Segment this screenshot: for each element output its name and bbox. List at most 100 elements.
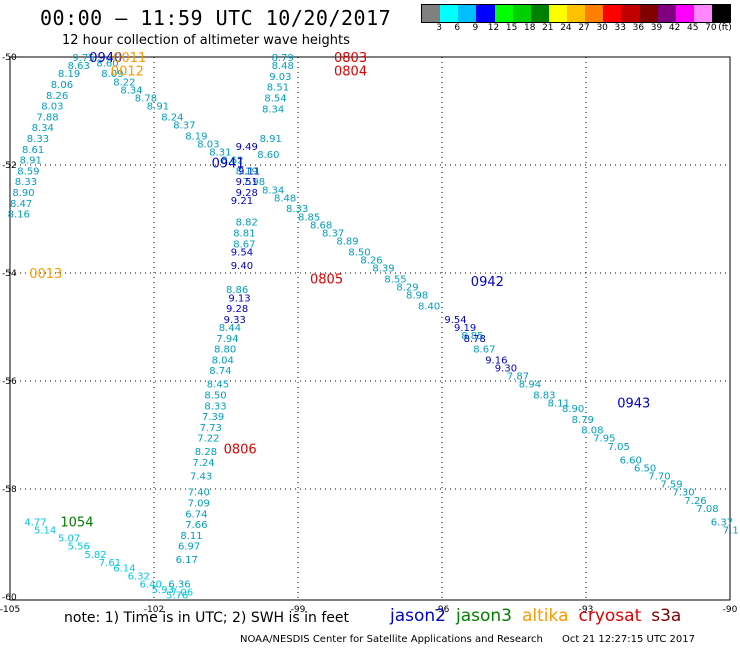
swh-value: 8.61 [22, 145, 44, 156]
scale-swatch [603, 5, 622, 22]
scale-label: 70 [705, 23, 717, 33]
swh-value: 9.54 [231, 247, 253, 258]
swh-value: 8.82 [236, 218, 258, 229]
pass-time-label: 0941 [212, 156, 245, 171]
scale-swatch [621, 5, 640, 22]
swh-value: 9.11 [238, 166, 260, 177]
swh-value: 8.37 [322, 229, 344, 240]
swh-value: 7.26 [684, 496, 706, 507]
scale-swatch [494, 5, 513, 22]
swh-value: 8.74 [209, 366, 231, 377]
swh-value: 8.08 [581, 426, 603, 437]
scale-swatch [512, 5, 531, 22]
swh-value: 8.22 [113, 77, 135, 88]
lon-tick-label: -105 [0, 605, 20, 615]
scale-label: 24 [560, 23, 572, 33]
footer-credit: NOAA/NESDIS Center for Satellite Applica… [240, 634, 543, 645]
satellite-legend-s3a: s3a [651, 606, 682, 626]
scale-swatch [476, 5, 495, 22]
swh-value: 8.19 [236, 166, 258, 177]
swh-value: 8.04 [212, 355, 234, 366]
track-cryosat: 8.798.489.038.518.548.348.918.608.828.81… [168, 53, 293, 591]
satellite-legend-jason2: jason2 [390, 606, 446, 626]
swh-value: 8.33 [204, 401, 226, 412]
scale-label: 6 [454, 23, 461, 33]
swh-value: 9.19 [454, 323, 476, 334]
swh-value: 7.09 [188, 499, 210, 510]
swh-value: 7.43 [190, 472, 212, 483]
scale-swatch [585, 5, 604, 22]
scale-swatch [693, 5, 712, 22]
swh-value: 8.29 [396, 283, 418, 294]
swh-value: 5.14 [34, 526, 56, 537]
pass-time-label: 0804 [334, 65, 367, 80]
swh-value: 8.06 [51, 80, 73, 91]
swh-value: 8.34 [262, 104, 284, 115]
swh-value: 8.89 [336, 237, 358, 248]
lat-tick-label: -54 [2, 269, 17, 279]
swh-value: 8.54 [264, 94, 286, 105]
lat-tick-label: -60 [2, 593, 17, 603]
satellite-legend-cryosat: cryosat [578, 606, 642, 626]
swh-value: 6.17 [176, 555, 198, 566]
scale-swatch [675, 5, 694, 22]
swh-value: 8.19 [58, 69, 80, 80]
satellite-legend-jason3: jason3 [456, 606, 512, 626]
wave-height-color-scale [421, 4, 731, 23]
lon-tick-label: -93 [579, 605, 594, 615]
swh-value: 8.03 [41, 102, 63, 113]
map-axes: -105 -102 -99 -96 -93 -90 -50 -52 -54 -56 -58 -60 [0, 53, 738, 615]
scale-swatch [639, 5, 658, 22]
scale-label: 39 [650, 23, 663, 33]
swh-value: 6.37 [711, 517, 733, 528]
swh-value: 8.51 [267, 83, 289, 94]
wave-height-tracks: 9.758.638.198.068.268.037.888.348.338.61… [8, 53, 739, 601]
swh-value: 9.28 [236, 188, 258, 199]
swh-value: 8.44 [219, 323, 241, 334]
swh-value: 9.28 [226, 304, 248, 315]
swh-value: 7.95 [593, 434, 615, 445]
pass-time-label: 1054 [60, 515, 93, 530]
swh-value: 8.45 [207, 380, 229, 391]
pass-time-label: 0943 [617, 397, 650, 412]
swh-value: 8.34 [262, 185, 284, 196]
swh-value: 7.73 [200, 423, 222, 434]
track-jason2-dark: 9.499.119.519.289.219.549.198.789.169.30 [231, 142, 517, 374]
swh-value: 9.30 [495, 364, 517, 375]
swh-value: 8.09 [101, 69, 123, 80]
swh-value: 9.49 [236, 142, 258, 153]
swh-value: 8.68 [310, 220, 332, 231]
swh-value: 7.06 [171, 588, 193, 599]
pass-time-label: 0940 [89, 51, 122, 66]
footer-timestamp: Oct 21 12:27:15 UTC 2017 [562, 634, 695, 645]
swh-value: 7.98 [243, 177, 265, 188]
swh-value: 8.78 [135, 94, 157, 105]
scale-swatch [422, 5, 441, 22]
lon-tick-label: -96 [435, 605, 450, 615]
swh-value: 8.81 [233, 229, 255, 240]
pass-time-label: 0013 [29, 267, 62, 282]
swh-value: 8.16 [8, 210, 30, 221]
swh-value: 7.22 [197, 434, 219, 445]
swh-value: 8.24 [161, 112, 183, 123]
swh-value: 9.51 [236, 177, 258, 188]
swh-value: 8.34 [120, 85, 142, 96]
scale-label: 42 [668, 23, 681, 33]
map-frame [9, 56, 731, 601]
swh-value: 8.48 [274, 193, 296, 204]
pass-time-label: 0806 [224, 443, 257, 458]
swh-value: 6.40 [140, 580, 162, 591]
wave-height-scale-labels: 3 6 9 12 15 18 21 24 27 30 33 36 39 42 45 70 (ft) [421, 23, 732, 35]
swh-value: 9.40 [231, 261, 253, 272]
swh-value: 6.60 [620, 455, 642, 466]
swh-value: 8.31 [209, 148, 231, 159]
swh-value: 8.26 [46, 91, 68, 102]
swh-value: 6.74 [185, 509, 207, 520]
swh-value: 6.50 [634, 463, 656, 474]
swh-value: 6.97 [178, 542, 200, 553]
track-jason3: 4.775.145.075.565.827.616.146.326.405.93… [24, 517, 193, 601]
lon-tick-label: -102 [144, 605, 164, 615]
scale-label: 30 [596, 23, 608, 33]
swh-value: 8.19 [185, 131, 207, 142]
